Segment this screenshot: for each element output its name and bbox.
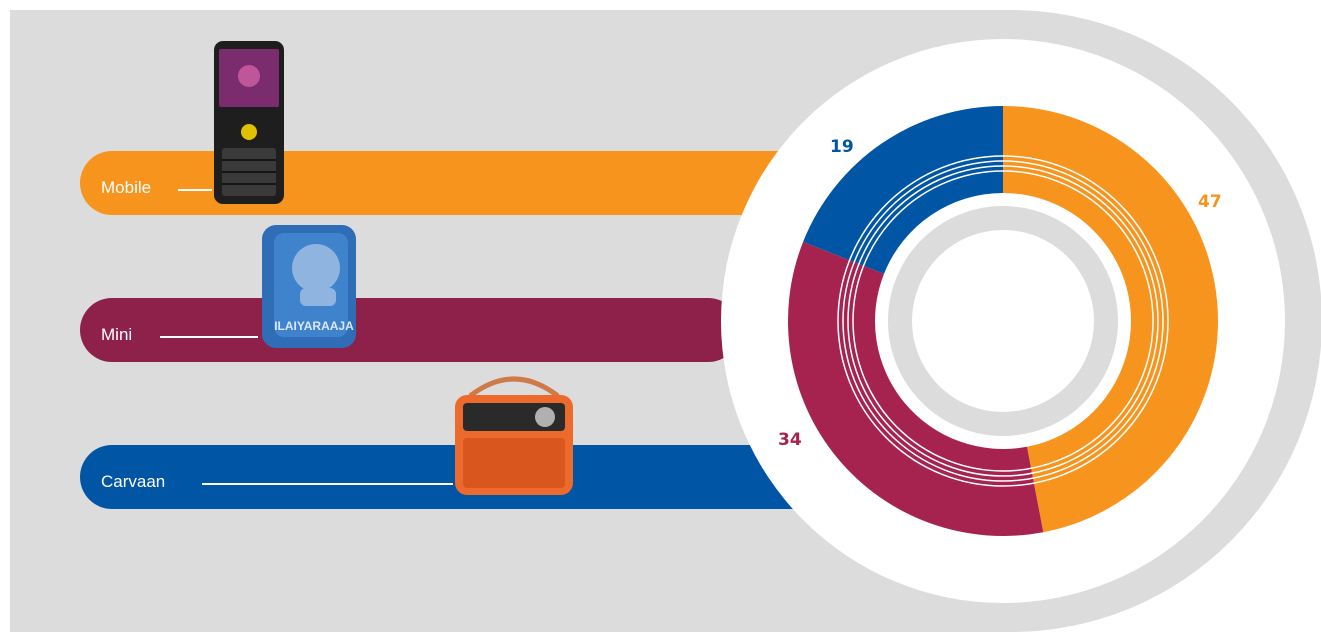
legend-line-carvaan [202,483,453,485]
legend-line-mini [160,336,258,338]
retro-radio-image [455,376,573,495]
separator-ring [842,160,1164,482]
legend-label-mobile: Mobile [101,178,152,197]
separator-ring [847,165,1159,477]
donut-separator-rings [837,155,1169,487]
donut-inner-ring [888,206,1118,436]
donut-slice-mobile [1003,106,1219,533]
legend-label-mini: Mini [101,325,133,344]
value-label-carvaan: 19 [830,137,854,157]
bar-mini [80,298,740,362]
legend-line-mobile [178,189,212,191]
bar-mobile [80,151,840,215]
separator-ring [852,170,1154,472]
donut-slice-mini [788,241,1044,537]
ilaiyaraaja-speaker-image: ILAIYARAAJA [262,225,356,348]
legend-label-carvaan: Carvaan [101,472,166,491]
separator-ring [837,155,1169,487]
value-label-mini: 34 [778,430,802,450]
feature-phone-image [214,41,284,204]
speaker-brand-text: ILAIYARAAJA [274,319,354,333]
value-label-mobile: 47 [1198,192,1222,212]
